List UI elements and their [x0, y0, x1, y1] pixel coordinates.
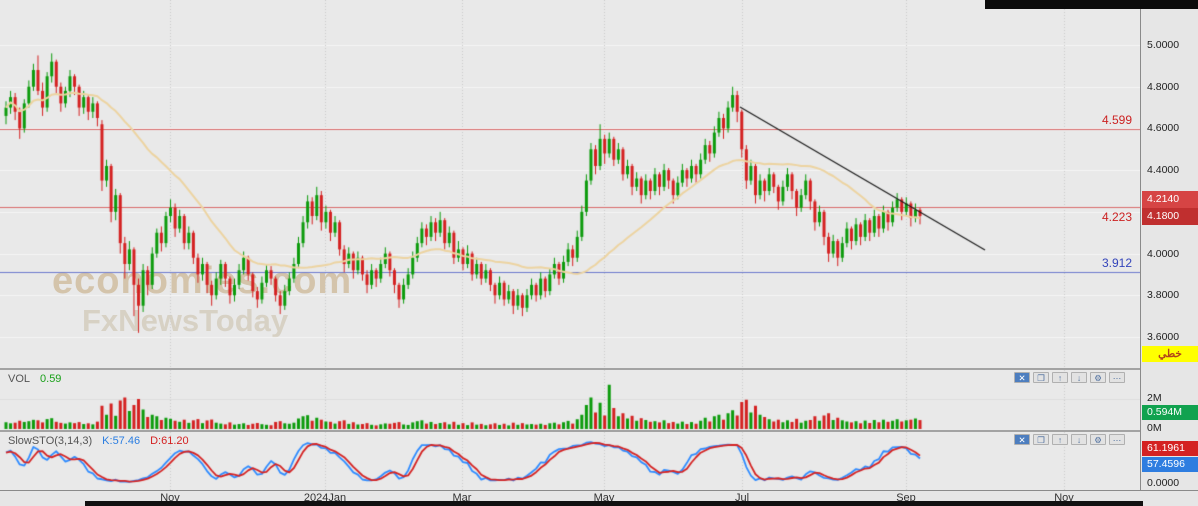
gear-icon[interactable]: ⚙ [1090, 372, 1106, 383]
sto-axis-zero-label: 0.0000 [1147, 477, 1180, 489]
volume-panel-toolbar: ✕ ❐ ↑ ↓ ⚙ ⋯ [1014, 372, 1125, 383]
price-tick-label: 4.0000 [1147, 248, 1180, 260]
price-axis[interactable]: 5.0000 4.8000 4.6000 4.4000 4.0000 3.8000 3.60… [1140, 0, 1198, 490]
panel-resize-separator[interactable] [0, 430, 1198, 432]
arrow-up-icon[interactable]: ↑ [1052, 372, 1068, 383]
close-icon[interactable]: ✕ [1014, 434, 1030, 445]
sto-panel-header: SlowSTO(3,14,3) K:57.46 D:61.20 [8, 435, 189, 447]
restore-window-icon[interactable]: ❐ [1033, 372, 1049, 383]
restore-window-icon[interactable]: ❐ [1033, 434, 1049, 445]
last-price-box: 4.1800 [1142, 208, 1198, 225]
scale-type-badge[interactable]: خطي [1142, 346, 1198, 362]
time-scrollbar[interactable] [85, 501, 1143, 506]
volume-axis-lower-label: 0M [1147, 422, 1162, 434]
arrow-up-icon[interactable]: ↑ [1052, 434, 1068, 445]
sto-d-value: D:61.20 [150, 435, 189, 447]
sto-k-value: K:57.46 [102, 435, 141, 447]
arrow-down-icon[interactable]: ↓ [1071, 372, 1087, 383]
more-options-icon[interactable]: ⋯ [1109, 372, 1125, 383]
top-window-bar [985, 0, 1198, 9]
price-tick-label: 4.6000 [1147, 122, 1180, 134]
close-icon[interactable]: ✕ [1014, 372, 1030, 383]
panel-resize-separator[interactable] [0, 368, 1198, 370]
volume-last-box: 0.594M [1142, 405, 1198, 420]
volume-label: VOL [8, 373, 31, 385]
price-tick-label: 3.8000 [1147, 289, 1180, 301]
sto-value-box: 61.1961 [1142, 441, 1198, 456]
price-tick-label: 5.0000 [1147, 39, 1180, 51]
price-chart-canvas[interactable] [0, 0, 1140, 490]
price-tick-label: 3.6000 [1147, 331, 1180, 343]
sto-indicator-label: SlowSTO(3,14,3) [8, 435, 93, 447]
volume-value: 0.59 [40, 373, 62, 385]
price-tick-label: 4.4000 [1147, 164, 1180, 176]
price-tick-label: 4.8000 [1147, 81, 1180, 93]
volume-panel-header: VOL 0.59 [8, 373, 61, 385]
sto-panel-toolbar: ✕ ❐ ↑ ↓ ⚙ ⋯ [1014, 434, 1125, 445]
volume-axis-upper-label: 2M [1147, 392, 1162, 404]
arrow-down-icon[interactable]: ↓ [1071, 434, 1087, 445]
more-options-icon[interactable]: ⋯ [1109, 434, 1125, 445]
last-price-box: 4.2140 [1142, 191, 1198, 208]
gear-icon[interactable]: ⚙ [1090, 434, 1106, 445]
sto-value-box: 57.4596 [1142, 457, 1198, 472]
